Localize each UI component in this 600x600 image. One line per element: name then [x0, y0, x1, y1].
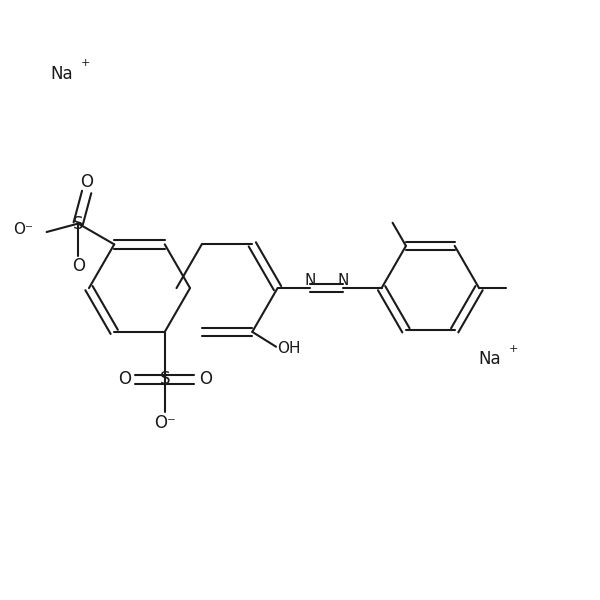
- Text: O: O: [80, 173, 93, 191]
- Text: +: +: [81, 58, 91, 68]
- Text: S: S: [73, 215, 83, 233]
- Text: O⁻: O⁻: [154, 414, 176, 432]
- Text: N: N: [305, 274, 316, 289]
- Text: +: +: [509, 344, 518, 354]
- Text: OH: OH: [277, 341, 301, 356]
- Text: Na: Na: [50, 65, 73, 83]
- Text: Na: Na: [478, 350, 501, 368]
- Text: N: N: [337, 274, 349, 289]
- Text: O: O: [118, 370, 131, 388]
- Text: O: O: [199, 370, 212, 388]
- Text: O: O: [71, 257, 85, 275]
- Text: O⁻: O⁻: [14, 221, 34, 236]
- Text: S: S: [160, 370, 170, 388]
